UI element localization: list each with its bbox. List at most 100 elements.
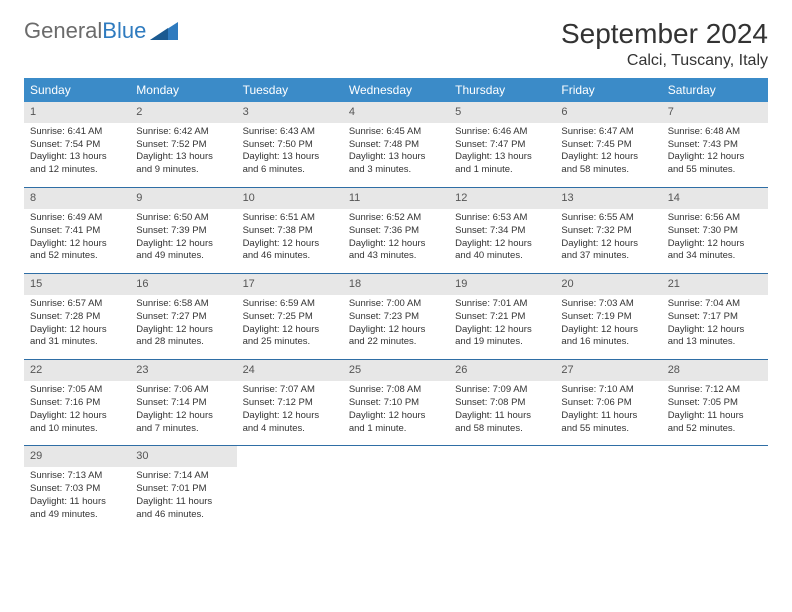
sunrise-text: Sunrise: 6:59 AM: [243, 298, 337, 311]
daylight-text: Daylight: 12 hours and 52 minutes.: [30, 238, 124, 264]
sunset-text: Sunset: 7:06 PM: [561, 397, 655, 410]
sunset-text: Sunset: 7:19 PM: [561, 311, 655, 324]
calendar-cell: [237, 446, 343, 532]
day-body: Sunrise: 7:05 AMSunset: 7:16 PMDaylight:…: [24, 381, 130, 445]
day-body: Sunrise: 7:09 AMSunset: 7:08 PMDaylight:…: [449, 381, 555, 445]
daylight-text: Daylight: 13 hours and 6 minutes.: [243, 151, 337, 177]
calendar-cell: 13Sunrise: 6:55 AMSunset: 7:32 PMDayligh…: [555, 188, 661, 274]
day-number: 27: [555, 360, 661, 381]
logo: GeneralBlue: [24, 18, 178, 44]
daylight-text: Daylight: 12 hours and 55 minutes.: [668, 151, 762, 177]
sunset-text: Sunset: 7:05 PM: [668, 397, 762, 410]
daylight-text: Daylight: 12 hours and 4 minutes.: [243, 410, 337, 436]
daylight-text: Daylight: 12 hours and 34 minutes.: [668, 238, 762, 264]
sunrise-text: Sunrise: 6:56 AM: [668, 212, 762, 225]
sunset-text: Sunset: 7:28 PM: [30, 311, 124, 324]
day-number: 19: [449, 274, 555, 295]
weekday-header: Saturday: [662, 78, 768, 102]
sunrise-text: Sunrise: 6:47 AM: [561, 126, 655, 139]
sunrise-text: Sunrise: 7:08 AM: [349, 384, 443, 397]
sunrise-text: Sunrise: 7:14 AM: [136, 470, 230, 483]
daylight-text: Daylight: 12 hours and 43 minutes.: [349, 238, 443, 264]
day-body: Sunrise: 7:10 AMSunset: 7:06 PMDaylight:…: [555, 381, 661, 445]
sunrise-text: Sunrise: 7:13 AM: [30, 470, 124, 483]
calendar-cell: 27Sunrise: 7:10 AMSunset: 7:06 PMDayligh…: [555, 360, 661, 446]
calendar-cell: 7Sunrise: 6:48 AMSunset: 7:43 PMDaylight…: [662, 102, 768, 188]
calendar-cell: 11Sunrise: 6:52 AMSunset: 7:36 PMDayligh…: [343, 188, 449, 274]
sunset-text: Sunset: 7:30 PM: [668, 225, 762, 238]
calendar-cell: 20 Sunrise: 7:03 AMSunset: 7:19 PMDayligh…: [555, 274, 661, 360]
page-title: September 2024: [561, 18, 768, 50]
day-body: Sunrise: 6:43 AMSunset: 7:50 PMDaylight:…: [237, 123, 343, 187]
daylight-text: Daylight: 12 hours and 46 minutes.: [243, 238, 337, 264]
daylight-text: Daylight: 12 hours and 28 minutes.: [136, 324, 230, 350]
sunset-text: Sunset: 7:39 PM: [136, 225, 230, 238]
sunrise-text: Sunrise: 6:52 AM: [349, 212, 443, 225]
calendar-cell: 19Sunrise: 7:01 AMSunset: 7:21 PMDayligh…: [449, 274, 555, 360]
sunset-text: Sunset: 7:48 PM: [349, 139, 443, 152]
sunset-text: Sunset: 7:52 PM: [136, 139, 230, 152]
daylight-text: Daylight: 11 hours and 55 minutes.: [561, 410, 655, 436]
day-body: Sunrise: 7:12 AMSunset: 7:05 PMDaylight:…: [662, 381, 768, 445]
calendar-cell: [662, 446, 768, 532]
sunrise-text: Sunrise: 6:48 AM: [668, 126, 762, 139]
sunset-text: Sunset: 7:41 PM: [30, 225, 124, 238]
sunrise-text: Sunrise: 7:03 AM: [561, 298, 655, 311]
day-body: Sunrise: 6:56 AMSunset: 7:30 PMDaylight:…: [662, 209, 768, 273]
sunset-text: Sunset: 7:17 PM: [668, 311, 762, 324]
calendar-table: SundayMondayTuesdayWednesdayThursdayFrid…: [24, 78, 768, 531]
day-number: 20: [555, 274, 661, 295]
sunset-text: Sunset: 7:27 PM: [136, 311, 230, 324]
sunrise-text: Sunrise: 6:49 AM: [30, 212, 124, 225]
header: GeneralBlue September 2024 Calci, Tuscan…: [24, 18, 768, 70]
daylight-text: Daylight: 13 hours and 9 minutes.: [136, 151, 230, 177]
calendar-cell: 14Sunrise: 6:56 AMSunset: 7:30 PMDayligh…: [662, 188, 768, 274]
sunrise-text: Sunrise: 7:04 AM: [668, 298, 762, 311]
sunrise-text: Sunrise: 6:53 AM: [455, 212, 549, 225]
calendar-cell: 5Sunrise: 6:46 AMSunset: 7:47 PMDaylight…: [449, 102, 555, 188]
daylight-text: Daylight: 12 hours and 16 minutes.: [561, 324, 655, 350]
day-number: 10: [237, 188, 343, 209]
day-body: Sunrise: 7:07 AMSunset: 7:12 PMDaylight:…: [237, 381, 343, 445]
day-body: Sunrise: 7:04 AMSunset: 7:17 PMDaylight:…: [662, 295, 768, 359]
daylight-text: Daylight: 12 hours and 7 minutes.: [136, 410, 230, 436]
day-number: 21: [662, 274, 768, 295]
day-number: 25: [343, 360, 449, 381]
logo-text-1: General: [24, 18, 102, 44]
sunset-text: Sunset: 7:36 PM: [349, 225, 443, 238]
sunset-text: Sunset: 7:14 PM: [136, 397, 230, 410]
calendar-cell: 6Sunrise: 6:47 AMSunset: 7:45 PMDaylight…: [555, 102, 661, 188]
daylight-text: Daylight: 11 hours and 58 minutes.: [455, 410, 549, 436]
sunset-text: Sunset: 7:08 PM: [455, 397, 549, 410]
calendar-cell: 22Sunrise: 7:05 AMSunset: 7:16 PMDayligh…: [24, 360, 130, 446]
sunrise-text: Sunrise: 7:01 AM: [455, 298, 549, 311]
day-body: Sunrise: 6:46 AMSunset: 7:47 PMDaylight:…: [449, 123, 555, 187]
sunset-text: Sunset: 7:45 PM: [561, 139, 655, 152]
weekday-header: Wednesday: [343, 78, 449, 102]
day-body: Sunrise: 6:57 AMSunset: 7:28 PMDaylight:…: [24, 295, 130, 359]
day-number: 12: [449, 188, 555, 209]
day-body: Sunrise: 6:47 AMSunset: 7:45 PMDaylight:…: [555, 123, 661, 187]
daylight-text: Daylight: 12 hours and 40 minutes.: [455, 238, 549, 264]
sunrise-text: Sunrise: 6:43 AM: [243, 126, 337, 139]
sunrise-text: Sunrise: 6:58 AM: [136, 298, 230, 311]
daylight-text: Daylight: 12 hours and 31 minutes.: [30, 324, 124, 350]
sunrise-text: Sunrise: 6:45 AM: [349, 126, 443, 139]
day-body: Sunrise: 6:51 AMSunset: 7:38 PMDaylight:…: [237, 209, 343, 273]
sunrise-text: Sunrise: 7:10 AM: [561, 384, 655, 397]
calendar-cell: 28Sunrise: 7:12 AMSunset: 7:05 PMDayligh…: [662, 360, 768, 446]
calendar-cell: 9Sunrise: 6:50 AMSunset: 7:39 PMDaylight…: [130, 188, 236, 274]
day-number: 9: [130, 188, 236, 209]
day-number: 18: [343, 274, 449, 295]
sunrise-text: Sunrise: 7:00 AM: [349, 298, 443, 311]
weekday-header: Monday: [130, 78, 236, 102]
calendar-cell: [555, 446, 661, 532]
day-number: 29: [24, 446, 130, 467]
daylight-text: Daylight: 12 hours and 13 minutes.: [668, 324, 762, 350]
calendar-cell: 24Sunrise: 7:07 AMSunset: 7:12 PMDayligh…: [237, 360, 343, 446]
sunset-text: Sunset: 7:01 PM: [136, 483, 230, 496]
sunset-text: Sunset: 7:54 PM: [30, 139, 124, 152]
calendar-cell: 1Sunrise: 6:41 AMSunset: 7:54 PMDaylight…: [24, 102, 130, 188]
calendar-cell: 12Sunrise: 6:53 AMSunset: 7:34 PMDayligh…: [449, 188, 555, 274]
sunset-text: Sunset: 7:23 PM: [349, 311, 443, 324]
